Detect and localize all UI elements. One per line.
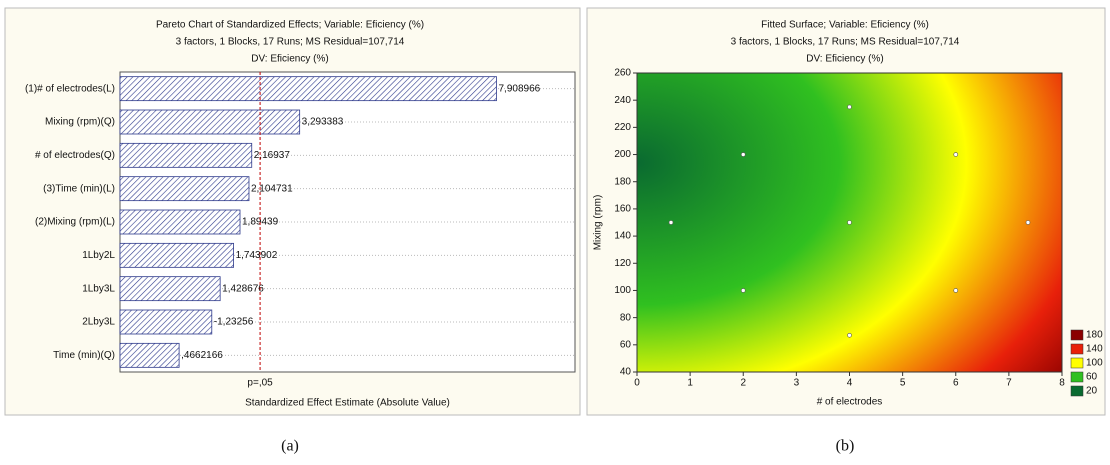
chart-subtitle: 3 factors, 1 Blocks, 17 Runs; MS Residua… bbox=[176, 37, 405, 48]
y-tick-label: (2)Mixing (rpm)(L) bbox=[35, 217, 115, 228]
chart-subtitle: DV: Eficiency (%) bbox=[251, 54, 328, 65]
y-tick-label: 240 bbox=[614, 95, 631, 106]
chart-subtitle: DV: Eficiency (%) bbox=[806, 54, 883, 65]
x-tick-label: 8 bbox=[1059, 378, 1065, 389]
y-tick-label: 120 bbox=[614, 258, 631, 269]
y-tick-label: 2Lby3L bbox=[82, 317, 115, 328]
legend-label: 180 bbox=[1086, 330, 1103, 341]
bar bbox=[119, 109, 301, 135]
value-label: -1,23256 bbox=[214, 317, 254, 328]
x-tick-label: 5 bbox=[900, 378, 906, 389]
x-tick-label: 7 bbox=[1006, 378, 1012, 389]
bar bbox=[119, 142, 253, 168]
value-label: 2,16937 bbox=[254, 150, 291, 161]
value-label: 7,908966 bbox=[498, 83, 540, 94]
y-tick-label: 160 bbox=[614, 204, 631, 215]
x-tick-label: 1 bbox=[687, 378, 693, 389]
bar bbox=[119, 342, 180, 368]
y-tick-label: Time (min)(Q) bbox=[53, 350, 115, 361]
value-label: ,4662166 bbox=[181, 350, 223, 361]
y-tick-label: Mixing (rpm)(Q) bbox=[45, 117, 115, 128]
reference-label: p=,05 bbox=[247, 378, 273, 389]
panel-label: (a) bbox=[281, 438, 299, 455]
legend-label: 100 bbox=[1086, 358, 1103, 369]
y-tick-label: 140 bbox=[614, 231, 631, 242]
design-point bbox=[847, 220, 852, 225]
bar bbox=[119, 242, 234, 268]
y-tick-label: (3)Time (min)(L) bbox=[43, 183, 115, 194]
y-tick-label: 200 bbox=[614, 149, 631, 160]
value-label: 3,293383 bbox=[302, 117, 344, 128]
x-tick-label: 6 bbox=[953, 378, 959, 389]
design-point bbox=[953, 288, 959, 293]
y-tick-label: 40 bbox=[620, 367, 632, 378]
legend-swatch bbox=[1070, 343, 1084, 355]
design-point bbox=[847, 104, 852, 110]
y-tick-label: 1Lby2L bbox=[82, 250, 115, 261]
legend-swatch bbox=[1070, 329, 1084, 341]
x-axis-title: # of electrodes bbox=[817, 397, 883, 408]
chart-subtitle: 3 factors, 1 Blocks, 17 Runs; MS Residua… bbox=[731, 37, 960, 48]
design-point bbox=[1025, 220, 1031, 225]
x-tick-label: 3 bbox=[794, 378, 800, 389]
value-label: 1,428676 bbox=[222, 283, 264, 294]
bar bbox=[119, 209, 241, 235]
y-tick-label: 100 bbox=[614, 285, 631, 296]
bar bbox=[119, 276, 221, 302]
y-tick-label: 180 bbox=[614, 176, 631, 187]
legend-swatch bbox=[1070, 385, 1084, 397]
design-point bbox=[668, 220, 674, 225]
value-label: 1,743902 bbox=[236, 250, 278, 261]
y-tick-label: 80 bbox=[620, 312, 632, 323]
y-tick-label: 1Lby3L bbox=[82, 283, 115, 294]
legend-label: 140 bbox=[1086, 344, 1103, 355]
panel-label: (b) bbox=[836, 438, 855, 455]
y-tick-label: (1)# of electrodes(L) bbox=[25, 83, 115, 94]
chart-title: Pareto Chart of Standardized Effects; Va… bbox=[156, 20, 424, 31]
bar bbox=[119, 76, 497, 102]
x-tick-label: 4 bbox=[847, 378, 853, 389]
design-point bbox=[740, 152, 746, 157]
design-point bbox=[847, 333, 852, 338]
chart-title: Fitted Surface; Variable: Eficiency (%) bbox=[761, 20, 929, 31]
y-axis-title: Mixing (rpm) bbox=[593, 195, 604, 251]
design-point bbox=[740, 288, 746, 293]
legend-label: 20 bbox=[1086, 386, 1098, 397]
y-tick-label: 260 bbox=[614, 68, 631, 79]
legend-swatch bbox=[1070, 371, 1084, 383]
y-tick-label: # of electrodes(Q) bbox=[35, 150, 115, 161]
y-tick-label: 220 bbox=[614, 122, 631, 133]
x-tick-label: 0 bbox=[634, 378, 640, 389]
value-label: 2,104731 bbox=[251, 183, 293, 194]
y-tick-label: 60 bbox=[620, 339, 632, 350]
legend-label: 60 bbox=[1086, 372, 1098, 383]
x-axis-title: Standardized Effect Estimate (Absolute V… bbox=[245, 398, 450, 409]
legend-swatch bbox=[1070, 357, 1084, 369]
bar bbox=[119, 309, 213, 335]
bar bbox=[119, 176, 250, 202]
x-tick-label: 2 bbox=[740, 378, 746, 389]
design-point bbox=[953, 152, 959, 157]
